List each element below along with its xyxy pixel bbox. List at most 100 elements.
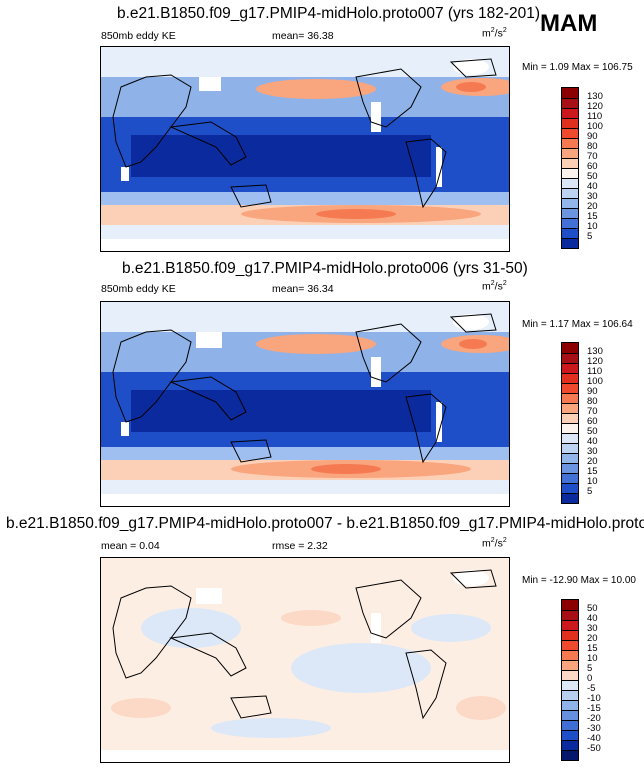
colorbar-swatch (562, 148, 578, 158)
colorbar-tick-label: 15 (587, 466, 598, 477)
panel3-title: b.e21.B1850.f09_g17.PMIP4-midHolo.proto0… (6, 515, 644, 532)
colorbar-swatch (562, 118, 578, 128)
colorbar-tick-label: -10 (587, 693, 601, 704)
colorbar-swatch (562, 630, 578, 640)
colorbar-tick-label: 80 (587, 141, 598, 152)
panel1-field-label: 850mb eddy KE (101, 30, 176, 42)
colorbar-swatch (562, 413, 578, 423)
colorbar-tick-label: -40 (587, 733, 601, 744)
colorbar-swatch (562, 680, 578, 690)
colorbar-tick-label: 60 (587, 161, 598, 172)
colorbar-swatch (562, 108, 578, 118)
colorbar-swatch (562, 610, 578, 620)
colorbar-swatch (562, 423, 578, 433)
colorbar-swatch (562, 218, 578, 228)
colorbar-tick-label: 80 (587, 396, 598, 407)
colorbar-tick-label: 120 (587, 356, 603, 367)
colorbar-swatch (562, 433, 578, 443)
colorbar-tick-label: 10 (587, 476, 598, 487)
panel1-colorbar (561, 87, 579, 249)
colorbar-swatch (562, 710, 578, 720)
colorbar-tick-label: 50 (587, 426, 598, 437)
panel3-map (100, 557, 510, 763)
colorbar-swatch (562, 178, 578, 188)
colorbar-tick-label: 130 (587, 346, 603, 357)
colorbar-swatch (562, 188, 578, 198)
colorbar-tick-label: -15 (587, 703, 601, 714)
colorbar-swatch (562, 483, 578, 493)
colorbar-swatch (562, 443, 578, 453)
colorbar-swatch (562, 393, 578, 403)
colorbar-swatch (562, 670, 578, 680)
colorbar-tick-label: 90 (587, 386, 598, 397)
panel2-mean: mean= 36.34 (272, 283, 334, 295)
colorbar-tick-label: 10 (587, 221, 598, 232)
colorbar-tick-label: 110 (587, 111, 603, 122)
panel3-minmax: Min = -12.90 Max = 10.00 (522, 575, 636, 586)
colorbar-tick-label: 40 (587, 181, 598, 192)
colorbar-swatch (562, 493, 578, 503)
colorbar-swatch (562, 168, 578, 178)
colorbar-swatch (562, 98, 578, 108)
colorbar-swatch (562, 730, 578, 740)
colorbar-tick-label: 70 (587, 406, 598, 417)
colorbar-tick-label: 5 (587, 486, 593, 497)
colorbar-swatch (562, 373, 578, 383)
colorbar-tick-label: -5 (587, 683, 596, 694)
colorbar-swatch (562, 403, 578, 413)
panel2-field-label: 850mb eddy KE (101, 283, 176, 295)
colorbar-swatch (562, 463, 578, 473)
colorbar-tick-label: 40 (587, 436, 598, 447)
colorbar-tick-label: 30 (587, 623, 598, 634)
colorbar-swatch (562, 640, 578, 650)
panel2-minmax: Min = 1.17 Max = 106.64 (522, 319, 633, 330)
panel2-units: m2/s2 (482, 280, 507, 293)
colorbar-swatch (562, 353, 578, 363)
colorbar-swatch (562, 228, 578, 238)
colorbar-tick-label: 120 (587, 101, 603, 112)
colorbar-tick-label: 60 (587, 416, 598, 427)
colorbar-tick-label: 15 (587, 643, 598, 654)
colorbar-swatch (562, 620, 578, 630)
panel3-colorbar (561, 599, 579, 761)
panel1-mean: mean= 36.38 (272, 30, 334, 42)
colorbar-tick-label: 50 (587, 171, 598, 182)
colorbar-swatch (562, 720, 578, 730)
colorbar-tick-label: 20 (587, 201, 598, 212)
colorbar-tick-label: 40 (587, 613, 598, 624)
panel1-title: b.e21.B1850.f09_g17.PMIP4-midHolo.proto0… (117, 5, 541, 22)
colorbar-tick-label: 50 (587, 603, 598, 614)
panel1-minmax: Min = 1.09 Max = 106.75 (522, 62, 633, 73)
colorbar-swatch (562, 700, 578, 710)
colorbar-swatch (562, 650, 578, 660)
colorbar-tick-label: 130 (587, 91, 603, 102)
colorbar-swatch (562, 453, 578, 463)
colorbar-tick-label: 30 (587, 191, 598, 202)
colorbar-tick-label: 100 (587, 121, 603, 132)
colorbar-tick-label: -20 (587, 713, 601, 724)
colorbar-tick-label: 90 (587, 131, 598, 142)
colorbar-tick-label: 0 (587, 673, 593, 684)
colorbar-swatch (562, 138, 578, 148)
colorbar-swatch (562, 473, 578, 483)
colorbar-tick-label: 10 (587, 653, 598, 664)
colorbar-tick-label: -50 (587, 743, 601, 754)
colorbar-swatch (562, 600, 578, 610)
colorbar-swatch (562, 198, 578, 208)
panel1-units: m2/s2 (482, 27, 507, 40)
colorbar-swatch (562, 383, 578, 393)
colorbar-tick-label: 20 (587, 456, 598, 467)
colorbar-swatch (562, 128, 578, 138)
panel2-map (100, 301, 510, 507)
colorbar-tick-label: 5 (587, 231, 593, 242)
colorbar-tick-label: 100 (587, 376, 603, 387)
colorbar-tick-label: -30 (587, 723, 601, 734)
panel3-rmse: rmse = 2.32 (272, 540, 328, 552)
colorbar-tick-label: 30 (587, 446, 598, 457)
colorbar-tick-label: 20 (587, 633, 598, 644)
panel2-colorbar (561, 342, 579, 504)
colorbar-tick-label: 5 (587, 663, 593, 674)
season-label: MAM (540, 10, 598, 37)
colorbar-swatch (562, 343, 578, 353)
colorbar-swatch (562, 238, 578, 248)
